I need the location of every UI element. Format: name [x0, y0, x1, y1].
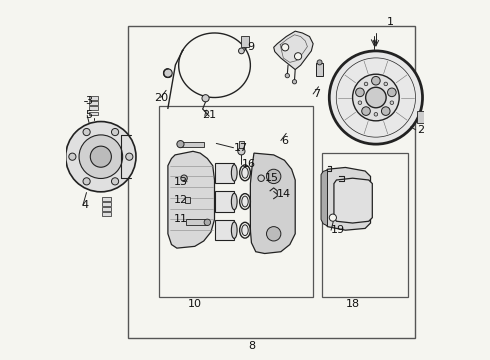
Circle shape — [258, 175, 265, 181]
Bar — [185, 197, 190, 203]
Text: 14: 14 — [277, 189, 292, 199]
Text: 11: 11 — [173, 215, 188, 224]
Circle shape — [69, 153, 76, 160]
Circle shape — [177, 140, 184, 148]
Circle shape — [364, 82, 368, 86]
Bar — [102, 207, 111, 211]
Circle shape — [381, 107, 390, 116]
Circle shape — [267, 226, 281, 241]
Text: 21: 21 — [202, 111, 216, 121]
Polygon shape — [168, 151, 215, 248]
Bar — [89, 102, 98, 105]
Bar — [128, 26, 416, 338]
Text: 15: 15 — [265, 173, 279, 183]
Circle shape — [371, 76, 380, 85]
Circle shape — [204, 219, 211, 226]
Text: 17: 17 — [234, 143, 247, 153]
Circle shape — [358, 101, 362, 104]
Circle shape — [294, 53, 302, 60]
Text: 8: 8 — [248, 341, 256, 351]
Circle shape — [282, 44, 289, 51]
Circle shape — [384, 82, 388, 86]
Bar — [316, 63, 323, 76]
Bar — [89, 96, 98, 100]
Ellipse shape — [231, 193, 237, 210]
Circle shape — [317, 60, 322, 65]
Circle shape — [112, 129, 119, 136]
Text: 1: 1 — [387, 17, 393, 27]
Ellipse shape — [242, 225, 248, 235]
Circle shape — [239, 48, 245, 54]
Text: 9: 9 — [247, 42, 254, 52]
Circle shape — [79, 135, 122, 179]
Polygon shape — [324, 167, 370, 230]
Circle shape — [126, 153, 133, 160]
Bar — [89, 107, 98, 110]
Polygon shape — [250, 153, 295, 253]
Text: 2: 2 — [417, 125, 424, 135]
Polygon shape — [321, 170, 327, 226]
Bar — [215, 163, 234, 183]
Bar — [241, 36, 248, 46]
Circle shape — [267, 169, 281, 184]
Ellipse shape — [231, 165, 237, 181]
Text: 20: 20 — [154, 93, 168, 103]
Text: 4: 4 — [82, 200, 89, 210]
Bar — [215, 220, 234, 240]
Circle shape — [164, 69, 172, 77]
Circle shape — [293, 80, 296, 84]
Circle shape — [329, 214, 337, 221]
Bar — [102, 202, 111, 206]
Bar — [159, 107, 313, 297]
Circle shape — [285, 73, 290, 78]
Text: 16: 16 — [242, 159, 255, 169]
Circle shape — [90, 146, 111, 167]
Text: 13: 13 — [173, 177, 188, 187]
Circle shape — [374, 113, 378, 116]
Circle shape — [356, 88, 364, 96]
Bar — [186, 220, 207, 225]
Bar — [239, 141, 244, 148]
Polygon shape — [334, 178, 372, 223]
Circle shape — [390, 101, 393, 104]
Circle shape — [202, 95, 209, 102]
Text: 3: 3 — [85, 96, 93, 106]
Circle shape — [238, 148, 245, 155]
Text: 12: 12 — [173, 195, 188, 205]
Circle shape — [83, 178, 90, 185]
Text: 5: 5 — [85, 111, 93, 121]
Text: 7: 7 — [313, 89, 320, 99]
Circle shape — [366, 87, 386, 108]
Circle shape — [83, 129, 90, 136]
Circle shape — [66, 122, 136, 192]
Circle shape — [329, 51, 422, 144]
Text: 10: 10 — [188, 299, 202, 309]
Circle shape — [181, 175, 187, 181]
Circle shape — [112, 178, 119, 185]
Text: 19: 19 — [331, 225, 345, 235]
Circle shape — [353, 74, 399, 121]
Text: 18: 18 — [345, 299, 360, 309]
Polygon shape — [274, 31, 313, 69]
Bar — [417, 111, 423, 123]
Circle shape — [388, 88, 396, 96]
Bar — [180, 141, 204, 147]
Bar — [89, 112, 98, 115]
Ellipse shape — [231, 222, 237, 238]
Ellipse shape — [242, 196, 248, 207]
Bar — [102, 212, 111, 216]
Bar — [102, 197, 111, 201]
Circle shape — [362, 107, 370, 116]
Text: 6: 6 — [281, 136, 288, 145]
Ellipse shape — [242, 167, 248, 178]
Bar — [215, 192, 234, 212]
Bar — [322, 153, 408, 297]
